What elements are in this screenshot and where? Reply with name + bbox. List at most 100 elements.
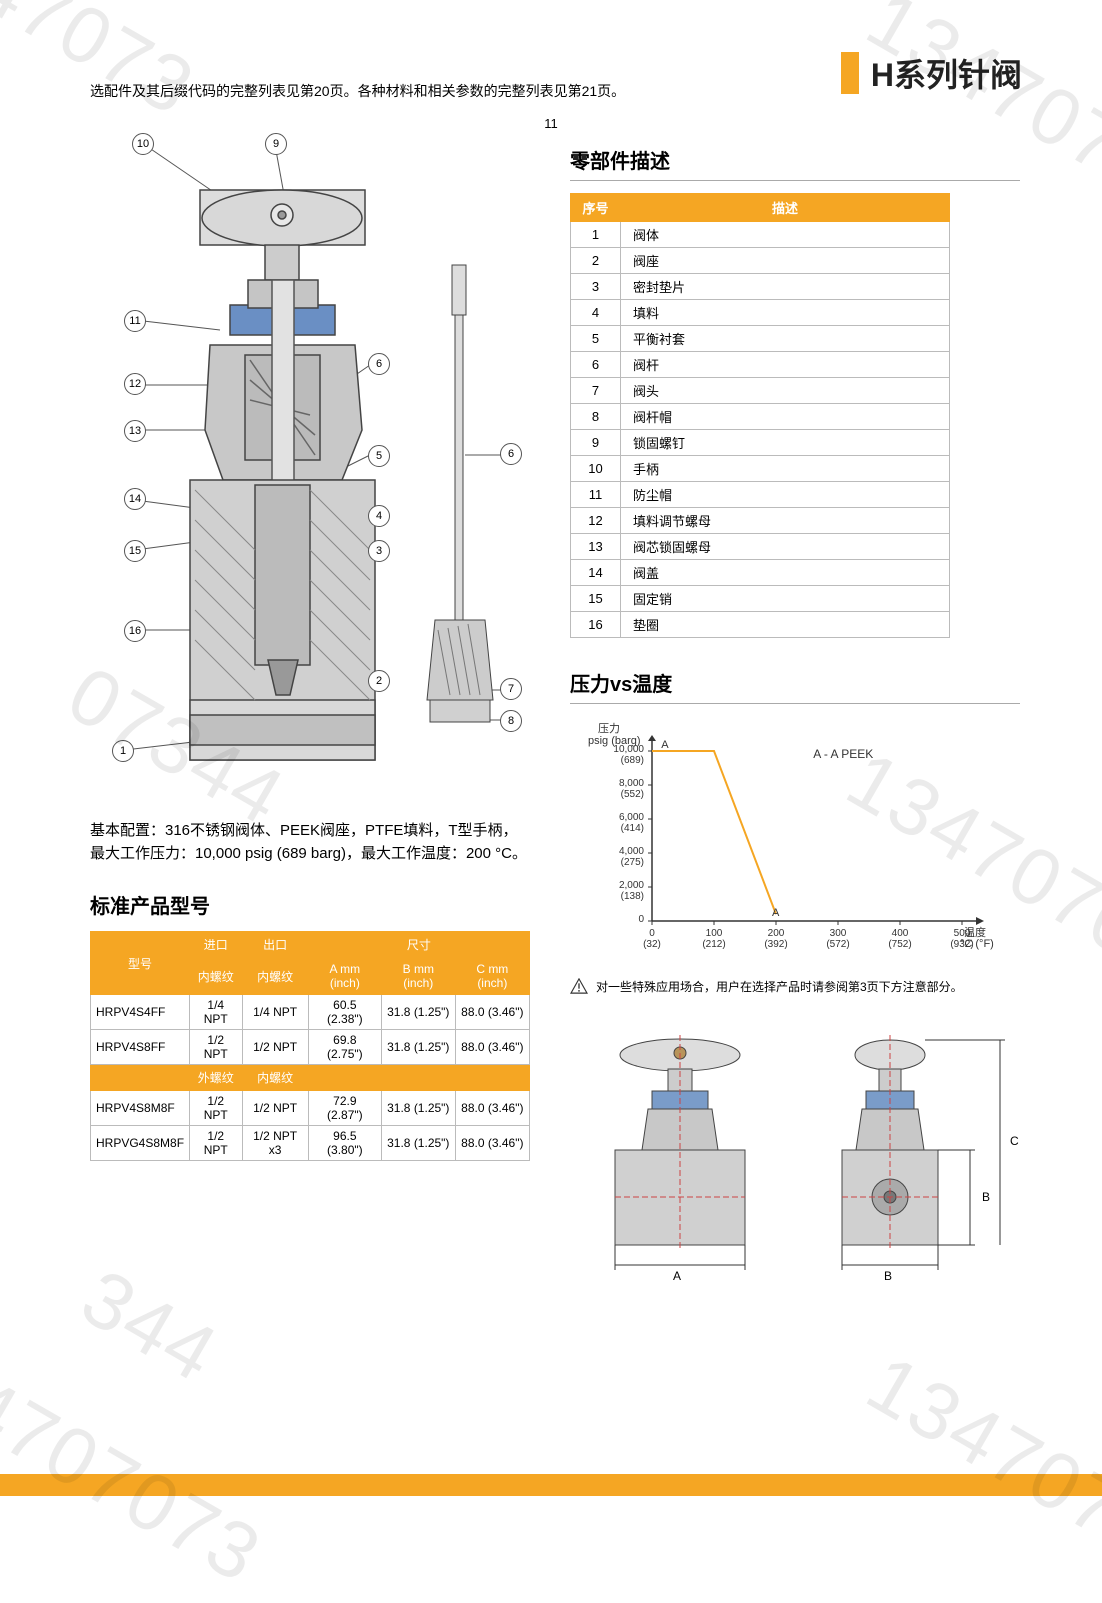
callout-13: 13	[124, 420, 146, 442]
watermark: 344	[66, 1251, 233, 1400]
svg-text:300: 300	[830, 928, 847, 939]
table-cell: 16	[571, 612, 621, 638]
table-cell: 69.8 (2.75")	[308, 1030, 381, 1065]
table-cell: 2	[571, 248, 621, 274]
table-cell: 阀芯锁固螺母	[621, 534, 950, 560]
th-model: 型号	[91, 932, 190, 995]
table-cell: 8	[571, 404, 621, 430]
table-cell: 1/4 NPT	[242, 995, 308, 1030]
svg-text:4,000: 4,000	[619, 846, 644, 857]
table-cell: 防尘帽	[621, 482, 950, 508]
svg-text:(752): (752)	[888, 939, 911, 950]
table-cell: 6	[571, 352, 621, 378]
svg-text:B: B	[884, 1269, 892, 1283]
warning-icon	[570, 978, 588, 994]
table-row: 11防尘帽	[571, 482, 950, 508]
callout-15: 15	[124, 540, 146, 562]
table-cell: 锁固螺钉	[621, 430, 950, 456]
table-cell: 1	[571, 222, 621, 248]
table-cell: 平衡衬套	[621, 326, 950, 352]
svg-text:A: A	[673, 1269, 681, 1283]
table-row: 7阀头	[571, 378, 950, 404]
callout-3: 3	[368, 540, 390, 562]
valve-cross-section-diagram: 10 9 11 12 13 14 15 16 1 6 5 4 3 2 6 7 8	[90, 120, 520, 800]
table-row: 2阀座	[571, 248, 950, 274]
callout-10: 10	[132, 133, 154, 155]
table-cell: 1/4 NPT	[190, 995, 242, 1030]
svg-text:0: 0	[638, 914, 644, 925]
table-cell: 60.5 (2.38")	[308, 995, 381, 1030]
svg-text:(392): (392)	[764, 939, 787, 950]
dimension-drawings: A B	[570, 1025, 1020, 1295]
callout-7: 7	[500, 678, 522, 700]
table-cell: 10	[571, 456, 621, 482]
callout-2: 2	[368, 670, 390, 692]
table-cell: 14	[571, 560, 621, 586]
th-dim: 尺寸	[308, 932, 529, 958]
table-cell: 填料调节螺母	[621, 508, 950, 534]
table-cell: 阀头	[621, 378, 950, 404]
callout-4: 4	[368, 505, 390, 527]
table-cell: 12	[571, 508, 621, 534]
table-cell: 72.9 (2.87")	[308, 1091, 381, 1126]
th-sub3: A mm (inch)	[308, 958, 381, 995]
table-cell: 1/2 NPT x3	[242, 1126, 308, 1161]
table-cell: 阀盖	[621, 560, 950, 586]
table-cell: 9	[571, 430, 621, 456]
warning-note: 对一些特殊应用场合，用户在选择产品时请参阅第3页下方注意部分。	[570, 978, 1020, 995]
svg-text:psig (barg): psig (barg)	[588, 735, 641, 747]
table-cell: 88.0 (3.46")	[455, 1030, 529, 1065]
table-cell: 手柄	[621, 456, 950, 482]
svg-text:压力: 压力	[598, 722, 620, 735]
svg-text:B: B	[982, 1190, 990, 1204]
section-standard-title: 标准产品型号	[90, 890, 530, 919]
svg-text:(414): (414)	[621, 823, 644, 834]
table-cell: 3	[571, 274, 621, 300]
table-row: 13阀芯锁固螺母	[571, 534, 950, 560]
table-cell: HRPV4S8M8F	[91, 1091, 190, 1126]
table-row: 6阀杆	[571, 352, 950, 378]
footer-bar	[0, 1474, 1102, 1496]
table-row: 15固定销	[571, 586, 950, 612]
table-cell: 88.0 (3.46")	[455, 1091, 529, 1126]
table-cell: 4	[571, 300, 621, 326]
svg-text:C: C	[1010, 1134, 1019, 1148]
th-blank	[91, 1065, 190, 1091]
table-cell: 垫圈	[621, 612, 950, 638]
svg-text:(212): (212)	[702, 939, 725, 950]
table-cell: 1/2 NPT	[242, 1091, 308, 1126]
svg-text:(138): (138)	[621, 891, 644, 902]
callout-6: 6	[368, 353, 390, 375]
th-sub2: 内螺纹	[242, 958, 308, 995]
table-cell: 1/2 NPT	[242, 1030, 308, 1065]
svg-text:(552): (552)	[621, 789, 644, 800]
table-row: 8阀杆帽	[571, 404, 950, 430]
table-row: 10手柄	[571, 456, 950, 482]
table-cell: 31.8 (1.25")	[381, 995, 455, 1030]
callout-12: 12	[124, 373, 146, 395]
parts-th-desc: 描述	[621, 194, 950, 222]
table-row: 16垫圈	[571, 612, 950, 638]
svg-text:200: 200	[768, 928, 785, 939]
svg-text:(689): (689)	[621, 755, 644, 766]
table-cell: 88.0 (3.46")	[455, 995, 529, 1030]
th-out: 出口	[242, 932, 308, 958]
table-cell: 阀座	[621, 248, 950, 274]
table-row: 1阀体	[571, 222, 950, 248]
table-cell: 密封垫片	[621, 274, 950, 300]
callout-14: 14	[124, 488, 146, 510]
section-parts-title: 零部件描述	[570, 145, 1020, 181]
svg-text:(572): (572)	[826, 939, 849, 950]
table-cell: 31.8 (1.25")	[381, 1030, 455, 1065]
table-row: 12填料调节螺母	[571, 508, 950, 534]
th-mid1: 外螺纹	[190, 1065, 242, 1091]
table-row: 5平衡衬套	[571, 326, 950, 352]
th-mid2: 内螺纹	[242, 1065, 308, 1091]
table-cell: 88.0 (3.46")	[455, 1126, 529, 1161]
callout-6b: 6	[500, 443, 522, 465]
table-cell: 96.5 (3.80")	[308, 1126, 381, 1161]
table-cell: 15	[571, 586, 621, 612]
svg-text:A: A	[661, 739, 669, 751]
table-cell: 7	[571, 378, 621, 404]
table-row: HRPV4S8FF1/2 NPT1/2 NPT69.8 (2.75")31.8 …	[91, 1030, 530, 1065]
